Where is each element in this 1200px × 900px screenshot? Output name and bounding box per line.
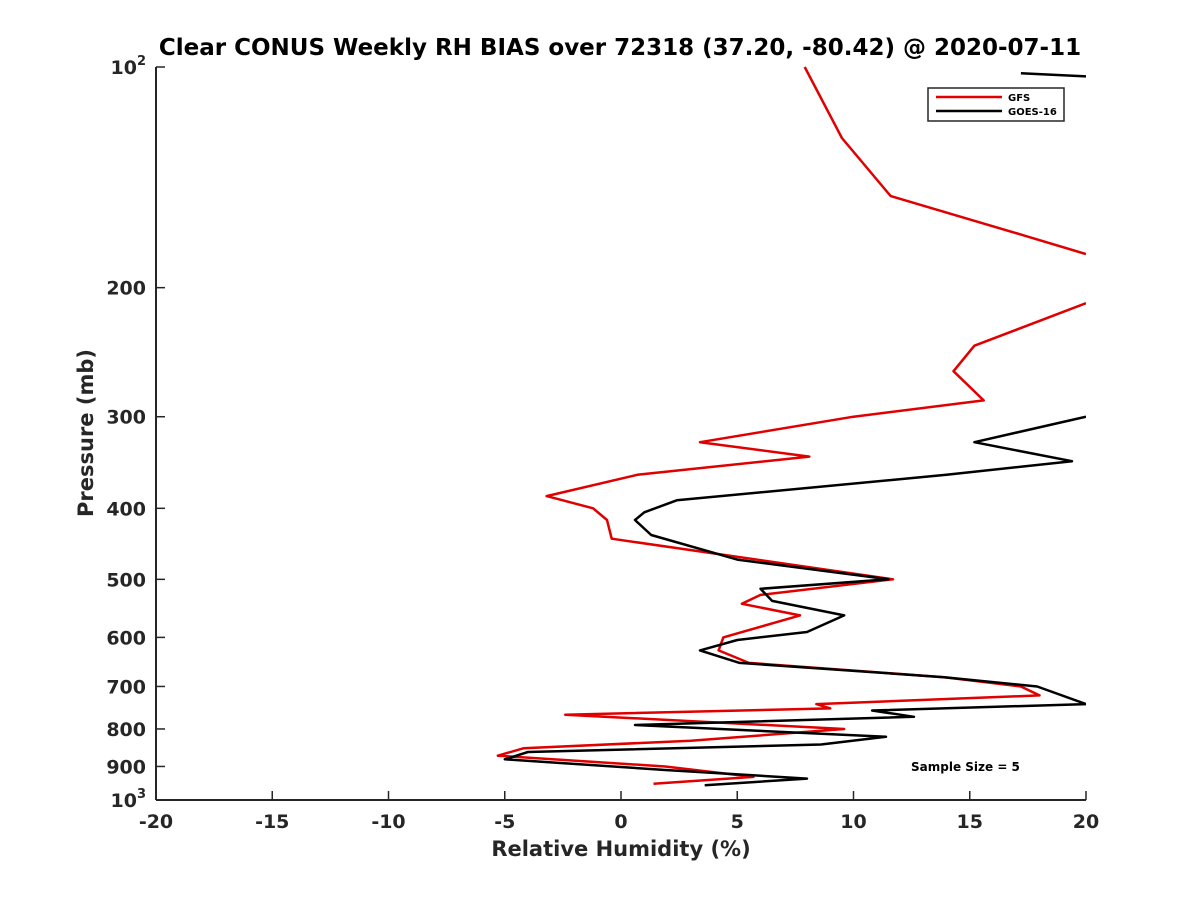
x-tick-label: -10 [371,811,405,833]
x-tick-label: 5 [731,811,744,833]
x-tick-label: 0 [614,811,627,833]
legend-label-gfs: GFS [1008,93,1030,104]
x-tick-label: 20 [1073,811,1099,833]
y-ticks: 102 200 300 400 500 600 700 800 900 103 [106,54,165,812]
legend: GFS GOES-16 [927,87,1065,122]
y-tick-label: 200 [106,278,146,300]
y-tick-label: 800 [106,719,146,741]
plot-lines [496,66,1086,787]
x-tick-label: -20 [139,811,173,833]
x-axis-label: Relative Humidity (%) [491,837,750,861]
legend-box [927,87,1065,122]
x-ticks: -20 -15 -10 -5 0 5 10 15 20 [139,791,1099,833]
y-tick-label: 700 [106,676,146,698]
chart-title: Clear CONUS Weekly RH BIAS over 72318 (3… [159,35,1081,61]
y-axis-label: Pressure (mb) [74,349,98,517]
series-line-gfs [496,66,1086,785]
y-tick-label: 600 [106,627,146,649]
y-tick-label: 102 [111,54,147,79]
y-tick-label: 900 [106,756,146,778]
legend-label-goes16: GOES-16 [1008,107,1057,118]
x-tick-label: -15 [255,811,289,833]
series-line-goes16 [503,72,1086,787]
sample-size-annotation: Sample Size = 5 [911,760,1020,774]
y-tick-label: 500 [106,569,146,591]
x-tick-label: -5 [494,811,515,833]
x-tick-label: 10 [840,811,866,833]
x-tick-label: 15 [957,811,983,833]
y-tick-label: 103 [111,787,147,812]
y-tick-label: 300 [106,407,146,429]
y-tick-label: 400 [106,498,146,520]
